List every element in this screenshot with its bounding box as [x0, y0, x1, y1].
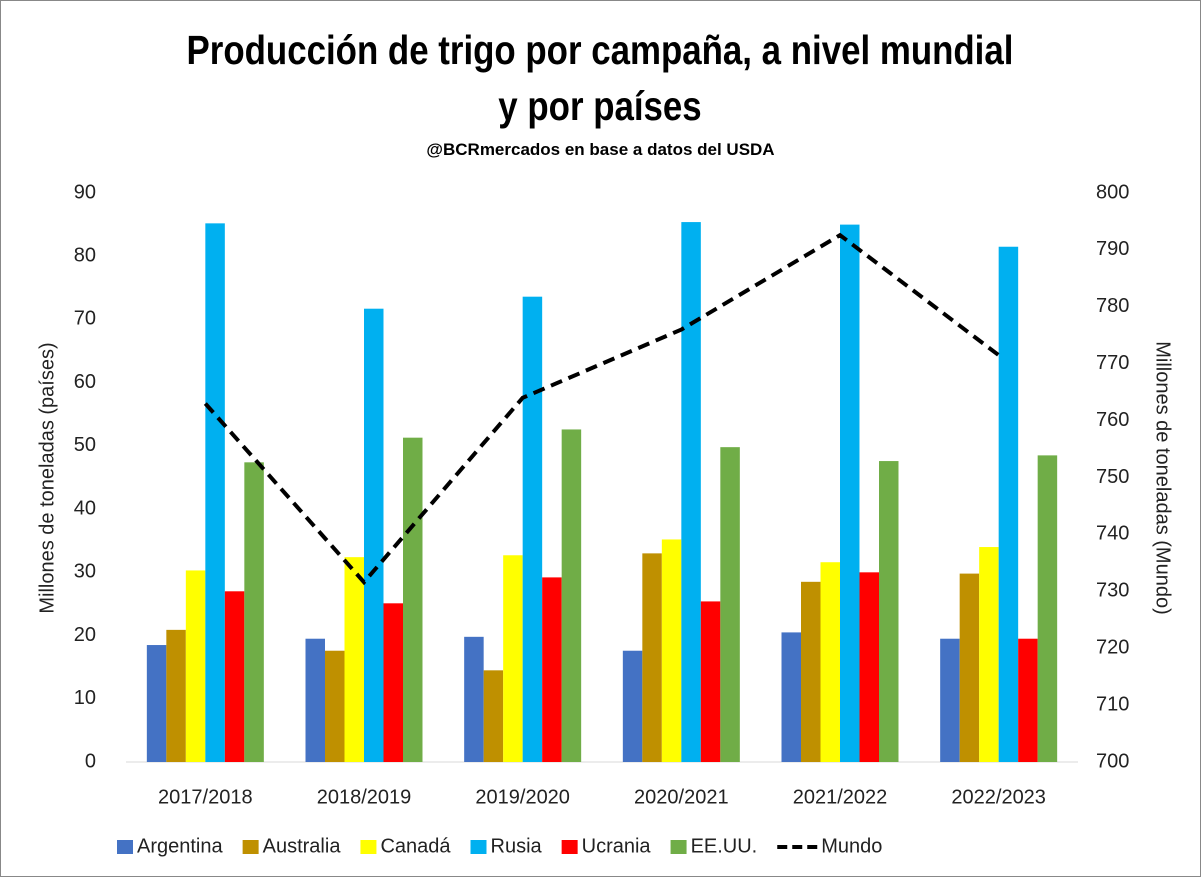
chart-title: Producción de trigo por campaña, a nivel… — [186, 27, 1014, 129]
legend-label: Canadá — [380, 835, 451, 857]
bar — [859, 572, 879, 762]
x-tick-label: 2019/2020 — [475, 786, 570, 808]
x-tick-label: 2018/2019 — [317, 786, 412, 808]
legend-label: Rusia — [491, 835, 543, 857]
bar — [305, 638, 325, 762]
bar — [244, 462, 264, 762]
y2-tick-label: 790 — [1096, 238, 1129, 260]
bar — [998, 246, 1019, 762]
x-tick-label: 2017/2018 — [158, 786, 253, 808]
y2-tick-label: 700 — [1096, 750, 1129, 772]
bar — [483, 670, 504, 762]
y-tick-label: 80 — [74, 245, 96, 267]
bar — [979, 547, 999, 762]
legend-label: Australia — [263, 835, 342, 857]
y2-tick-label: 710 — [1096, 693, 1129, 715]
bar — [542, 577, 562, 762]
x-tick-label: 2021/2022 — [793, 786, 888, 808]
bar — [325, 650, 345, 762]
y-tick-label: 60 — [74, 371, 96, 393]
bar — [364, 308, 384, 762]
bar — [781, 632, 801, 762]
bar — [959, 573, 980, 762]
y2-tick-label: 780 — [1096, 295, 1129, 317]
bar — [561, 429, 582, 762]
bar — [224, 591, 245, 762]
y-tick-label: 10 — [74, 687, 96, 709]
y-tick-label: 30 — [74, 561, 96, 583]
bar — [622, 650, 643, 762]
y2-tick-label: 760 — [1096, 409, 1129, 431]
legend-label: Argentina — [137, 835, 223, 857]
legend-label: Ucrania — [582, 835, 652, 857]
y2-tick-label: 740 — [1096, 523, 1129, 545]
y2-tick-label: 730 — [1096, 580, 1129, 602]
legend-swatch — [242, 840, 259, 854]
legend-swatch — [670, 840, 687, 854]
bar — [720, 447, 740, 762]
bar — [879, 461, 899, 762]
bar — [185, 570, 206, 762]
legend-swatch — [360, 840, 377, 854]
bar — [681, 222, 701, 763]
chart-subtitle: @BCRmercados en base a datos del USDA — [426, 140, 775, 159]
bar — [403, 437, 423, 762]
bar — [700, 601, 721, 762]
x-tick-label: 2022/2023 — [951, 786, 1046, 808]
bar — [503, 555, 523, 762]
bar — [840, 224, 860, 763]
bar — [661, 539, 682, 762]
legend-label: EE.UU. — [691, 835, 758, 857]
y2-axis-label: Millones de toneladas (Mundo) — [1152, 341, 1174, 615]
bar — [166, 629, 186, 762]
x-tick-label: 2020/2021 — [634, 786, 729, 808]
y-tick-label: 0 — [85, 750, 96, 772]
y2-tick-label: 750 — [1096, 466, 1129, 488]
y-axis-label: Millones de toneladas (países) — [36, 342, 58, 613]
bar — [820, 562, 840, 762]
bar — [205, 223, 225, 762]
bar — [344, 557, 364, 762]
y2-tick-label: 770 — [1096, 352, 1129, 374]
bar — [522, 296, 543, 762]
y-tick-label: 20 — [74, 624, 96, 646]
legend-swatch — [117, 840, 133, 854]
bar — [642, 553, 662, 762]
y2-tick-label: 800 — [1096, 181, 1129, 203]
bar — [801, 581, 821, 762]
legend-swatch — [561, 840, 578, 854]
legend-label: Mundo — [821, 835, 882, 857]
bar — [1037, 455, 1058, 762]
line-series — [203, 232, 1000, 586]
bar — [940, 638, 960, 762]
bar — [464, 636, 484, 762]
y-tick-label: 70 — [74, 308, 96, 330]
y-tick-label: 40 — [74, 497, 96, 519]
legend-swatch — [470, 840, 487, 854]
bar — [1018, 638, 1038, 762]
y-tick-label: 90 — [74, 181, 96, 203]
y-tick-label: 50 — [74, 434, 96, 456]
bar — [383, 603, 403, 762]
y2-tick-label: 720 — [1096, 636, 1129, 658]
bar — [146, 645, 167, 762]
